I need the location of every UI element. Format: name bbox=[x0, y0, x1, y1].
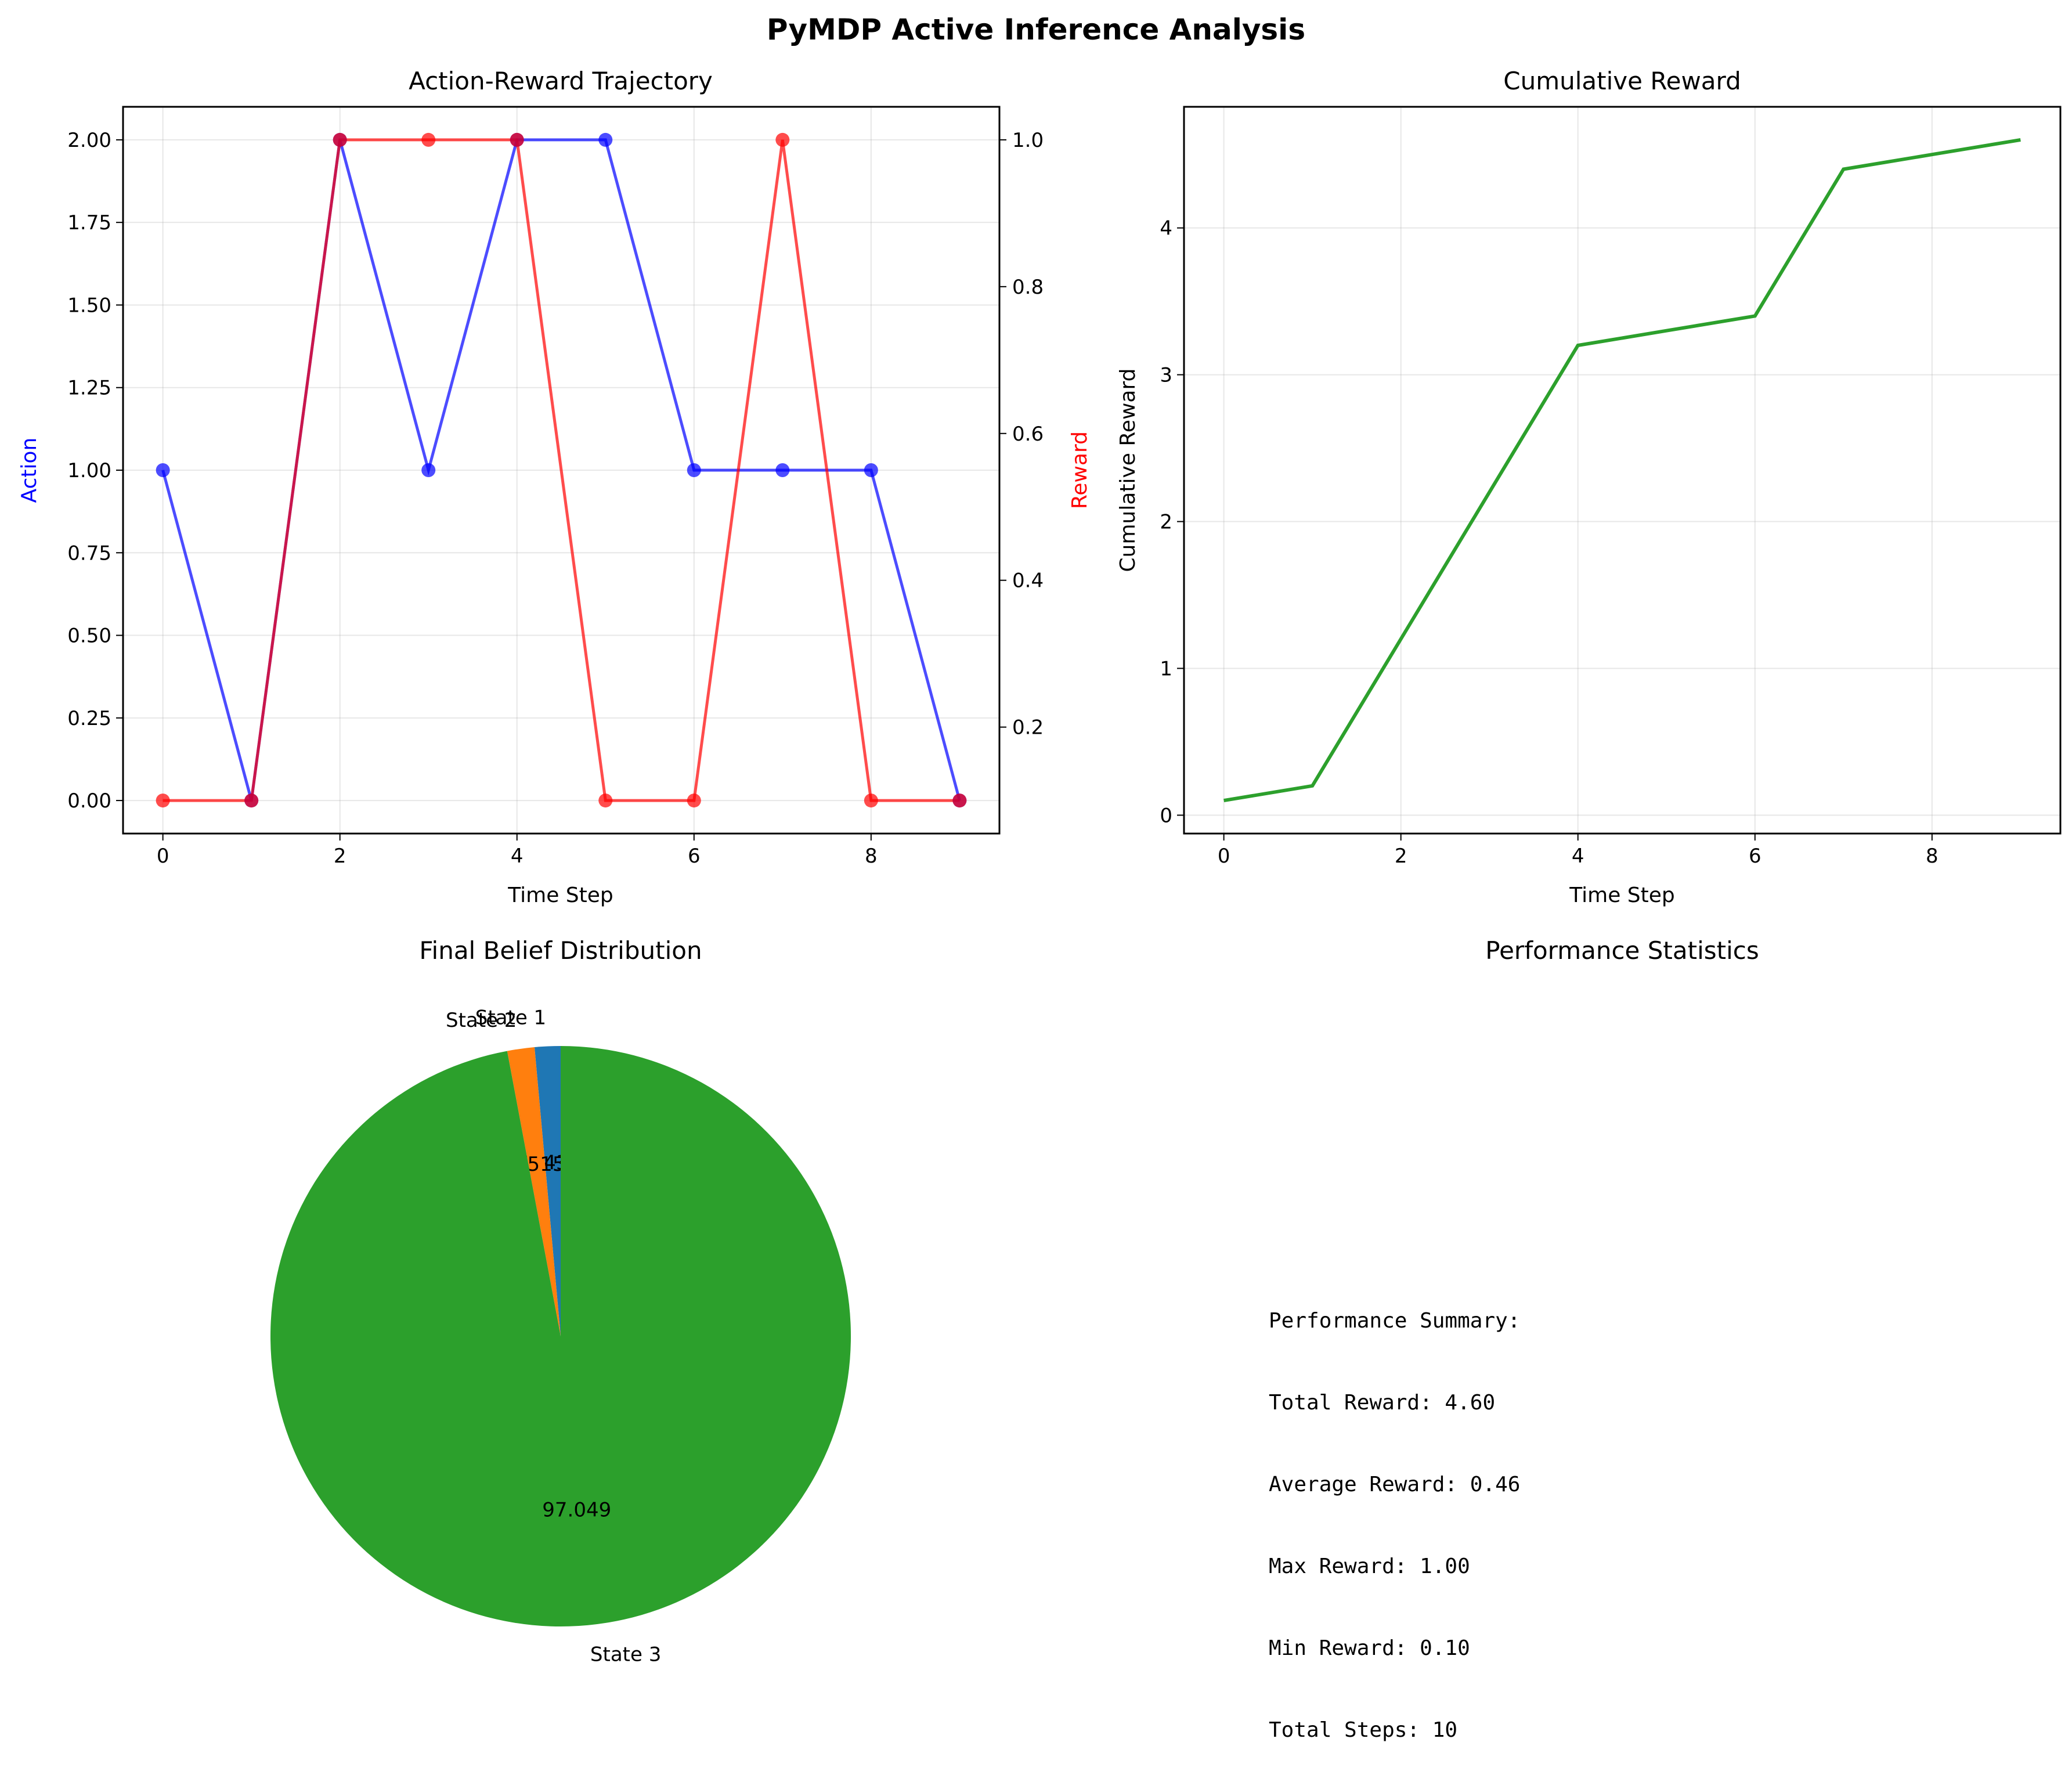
figure: PyMDP Active Inference Analysis Action-R… bbox=[17, 13, 2062, 1667]
y-tick-label: 0.50 bbox=[67, 625, 111, 648]
x-tick-label: 6 bbox=[688, 845, 701, 868]
stats-line: Performance Summary: bbox=[1269, 1309, 1521, 1333]
belief-pie-title: Final Belief Distribution bbox=[419, 936, 702, 965]
x-tick-label: 8 bbox=[1926, 845, 1939, 868]
action-point bbox=[156, 463, 170, 477]
reward-axis-label: Reward bbox=[1068, 431, 1092, 509]
reward-point bbox=[864, 793, 878, 808]
x-tick-label: 2 bbox=[334, 845, 346, 868]
belief-pie-chart: Final Belief Distribution State 11.436St… bbox=[270, 936, 851, 1667]
x-tick-label: 4 bbox=[511, 845, 524, 868]
cumulative-reward-title: Cumulative Reward bbox=[1503, 67, 1741, 95]
stats-line: Total Reward: 4.60 bbox=[1269, 1391, 1496, 1415]
action-reward-title: Action-Reward Trajectory bbox=[409, 67, 713, 95]
performance-summary: Performance Summary: Total Reward: 4.60 … bbox=[1269, 1253, 1520, 1771]
y-tick-label: 0.25 bbox=[67, 707, 111, 730]
y-tick-label: 1.75 bbox=[67, 211, 111, 235]
reward-point bbox=[598, 793, 613, 808]
action-point bbox=[687, 463, 701, 477]
stats-line: Min Reward: 0.10 bbox=[1269, 1636, 1470, 1660]
reward-line bbox=[163, 138, 960, 802]
y-tick-label: 0.75 bbox=[67, 542, 111, 565]
action-reward-chart: Action-Reward Trajectory 0 2 4 6 8 0.00 0.25 0… bbox=[17, 67, 1092, 907]
pie-slice-1 bbox=[534, 1046, 561, 1336]
figure-suptitle: PyMDP Active Inference Analysis bbox=[767, 13, 1305, 46]
y-tick-label: 1.50 bbox=[67, 294, 111, 317]
reward-point bbox=[510, 132, 524, 147]
pie-label: State 1 bbox=[475, 1007, 546, 1030]
y-tick-label: 1.25 bbox=[67, 377, 111, 400]
pie-label: State 2 bbox=[446, 1009, 517, 1032]
stats-line: Max Reward: 1.00 bbox=[1269, 1554, 1470, 1578]
pie-label: State 3 bbox=[590, 1643, 661, 1667]
y-tick-label: 4 bbox=[1160, 217, 1172, 240]
stats-title: Performance Statistics bbox=[1485, 936, 1759, 965]
cumulative-reward-xlabel: Time Step bbox=[1569, 883, 1675, 907]
reward-point bbox=[333, 132, 347, 147]
cumulative-reward-line bbox=[1223, 138, 2021, 803]
cumulative-reward-plot-frame bbox=[1183, 106, 2062, 835]
reward-point bbox=[775, 132, 790, 147]
y-tick-label: 3 bbox=[1160, 364, 1172, 387]
action-point bbox=[864, 463, 878, 477]
reward-point bbox=[952, 793, 967, 808]
reward-point bbox=[421, 132, 436, 147]
x-tick-label: 0 bbox=[1218, 845, 1230, 868]
action-point bbox=[598, 132, 613, 147]
x-tick-label: 2 bbox=[1395, 845, 1407, 868]
y-tick-label: 1 bbox=[1160, 657, 1172, 680]
y-right-tick-label: 0.2 bbox=[1012, 716, 1044, 740]
pie-slice-2 bbox=[507, 1047, 561, 1336]
stats-line: Average Reward: 0.46 bbox=[1269, 1473, 1521, 1496]
cumulative-reward-ylabel: Cumulative Reward bbox=[1116, 369, 1140, 572]
pie-slice-3 bbox=[270, 1046, 851, 1626]
y-tick-label: 0 bbox=[1160, 804, 1172, 827]
y-tick-label: 1.00 bbox=[67, 459, 111, 482]
action-point bbox=[775, 463, 790, 477]
reward-point bbox=[687, 793, 701, 808]
y-right-tick-label: 1.0 bbox=[1012, 129, 1044, 152]
action-axis-label: Action bbox=[17, 438, 41, 503]
x-tick-label: 4 bbox=[1572, 845, 1584, 868]
stats-line: Total Steps: 10 bbox=[1269, 1718, 1458, 1742]
x-tick-label: 8 bbox=[865, 845, 878, 868]
x-tick-label: 0 bbox=[157, 845, 169, 868]
x-tick-label: 6 bbox=[1749, 845, 1761, 868]
pie-value-label: 97.049 bbox=[542, 1499, 611, 1522]
y-tick-label: 0.00 bbox=[67, 789, 111, 813]
y-right-tick-label: 0.8 bbox=[1012, 276, 1044, 299]
action-reward-xlabel: Time Step bbox=[507, 883, 613, 907]
action-point bbox=[421, 463, 436, 477]
y-tick-label: 2 bbox=[1160, 511, 1172, 534]
y-right-tick-label: 0.4 bbox=[1012, 569, 1044, 593]
y-tick-label: 2.00 bbox=[67, 129, 111, 152]
y-right-tick-label: 0.6 bbox=[1012, 423, 1044, 446]
reward-point bbox=[244, 793, 259, 808]
reward-point bbox=[156, 793, 170, 808]
